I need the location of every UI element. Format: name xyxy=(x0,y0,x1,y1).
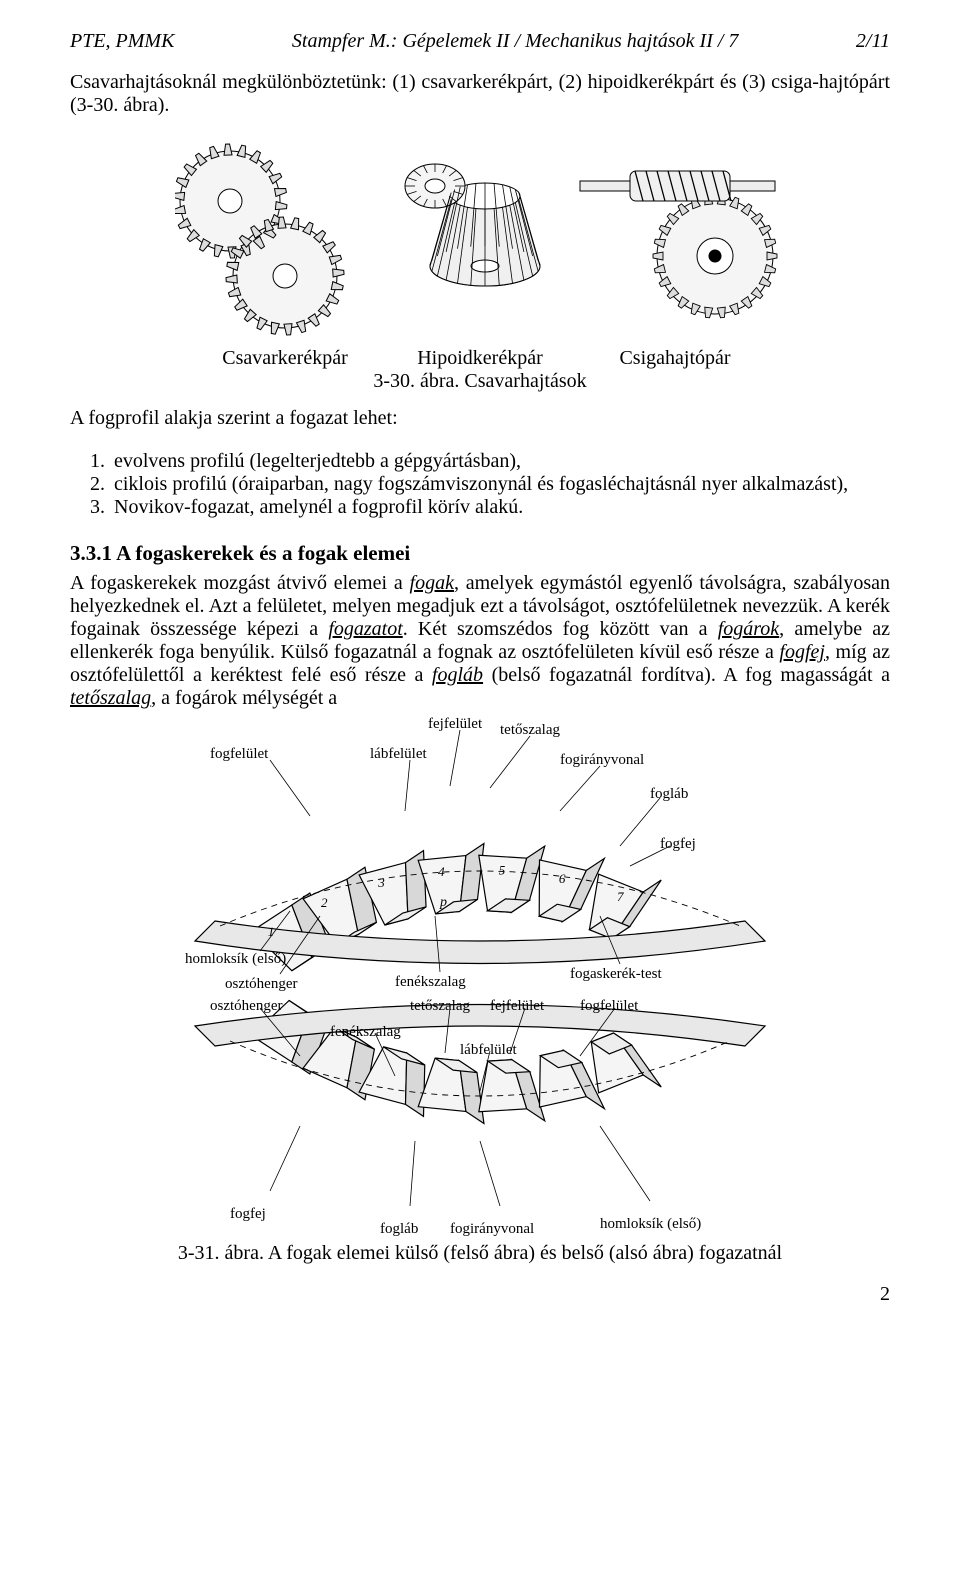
svg-text:6: 6 xyxy=(559,871,566,886)
lbl-foglab-btm: fogláb xyxy=(380,1221,418,1238)
label-hipoidkerekpar: Hipoidkerékpár xyxy=(385,347,575,370)
lbl-fenekszalag-top: fenékszalag xyxy=(395,974,466,991)
lbl-fogfelulet-top: fogfelület xyxy=(210,746,268,763)
lbl-fogfelulet-btm: fogfelület xyxy=(580,998,638,1015)
lbl-labfelulet-btm: lábfelület xyxy=(460,1042,517,1059)
intro-paragraph: Csavarhajtásoknál megkülönböztetünk: (1)… xyxy=(70,71,890,117)
header-right: 2/11 xyxy=(856,30,890,53)
svg-text:7: 7 xyxy=(617,889,624,904)
figure-3-30-caption: 3-30. ábra. Csavarhajtások xyxy=(70,370,890,393)
lbl-fejfelulet-top: fejfelület xyxy=(428,716,482,733)
lbl-osztohenger-btm: osztóhenger xyxy=(210,998,282,1015)
lbl-fenekszalag-btm: fenékszalag xyxy=(330,1024,401,1041)
svg-text:4: 4 xyxy=(438,864,445,879)
figure-3-30 xyxy=(70,141,890,341)
internal-gear-teeth-diagram xyxy=(160,991,800,1231)
lbl-fogaskerektest: fogaskerék-test xyxy=(570,966,662,983)
worm-gear-pair-icon xyxy=(575,141,785,341)
gear-pair-helical-icon xyxy=(175,141,345,341)
lbl-fogfej-btm: fogfej xyxy=(230,1206,266,1223)
figure-3-30-labels: Csavarkerékpár Hipoidkerékpár Csigahajtó… xyxy=(70,347,890,370)
lbl-tetoszalag-top: tetőszalag xyxy=(500,722,560,739)
lbl-fejfelulet-btm: fejfelület xyxy=(490,998,544,1015)
p-label: p xyxy=(439,895,447,910)
figure-3-31: fejfelület tetőszalag fogfelület lábfelü… xyxy=(160,716,800,1236)
label-csigahajtopar: Csigahajtópár xyxy=(575,347,775,370)
page-number: 2 xyxy=(70,1283,890,1306)
lbl-tetoszalag-btm: tetőszalag xyxy=(410,998,470,1015)
svg-text:3: 3 xyxy=(377,875,385,890)
lbl-homloksik-btm: homloksík (első) xyxy=(600,1216,701,1233)
lbl-labfelulet-top: lábfelület xyxy=(370,746,427,763)
label-csavarkerekpar: Csavarkerékpár xyxy=(185,347,385,370)
lbl-homloksik-top: homloksík (első) xyxy=(185,951,286,968)
profile-list: evolvens profilú (legelterjedtebb a gépg… xyxy=(70,450,890,519)
svg-text:1: 1 xyxy=(268,924,275,939)
svg-text:5: 5 xyxy=(499,863,506,878)
figure-3-31-caption: 3-31. ábra. A fogak elemei külső (felső … xyxy=(70,1242,890,1265)
list-intro: A fogprofil alakja szerint a fogazat leh… xyxy=(70,407,890,430)
svg-text:2: 2 xyxy=(321,895,328,910)
page-header: PTE, PMMK Stampfer M.: Gépelemek II / Me… xyxy=(70,30,890,53)
list-item: evolvens profilú (legelterjedtebb a gépg… xyxy=(110,450,890,473)
gear-pair-hypoid-icon xyxy=(375,141,545,341)
lbl-foglab-top: fogláb xyxy=(650,786,688,803)
lbl-osztohenger-top: osztóhenger xyxy=(225,976,297,993)
header-center: Stampfer M.: Gépelemek II / Mechanikus h… xyxy=(174,30,855,53)
section-heading: 3.3.1 A fogaskerekek és a fogak elemei xyxy=(70,541,890,566)
lbl-fogfej-top: fogfej xyxy=(660,836,696,853)
list-item: Novikov-fogazat, amelynél a fogprofil kö… xyxy=(110,496,890,519)
lbl-fogiranyvonal-btm: fogirányvonal xyxy=(450,1221,534,1238)
section-paragraph: A fogaskerekek mozgást átvivő elemei a f… xyxy=(70,572,890,710)
list-item: ciklois profilú (óraiparban, nagy fogszá… xyxy=(110,473,890,496)
header-left: PTE, PMMK xyxy=(70,30,174,53)
lbl-fogiranyvonal-top: fogirányvonal xyxy=(560,752,644,769)
